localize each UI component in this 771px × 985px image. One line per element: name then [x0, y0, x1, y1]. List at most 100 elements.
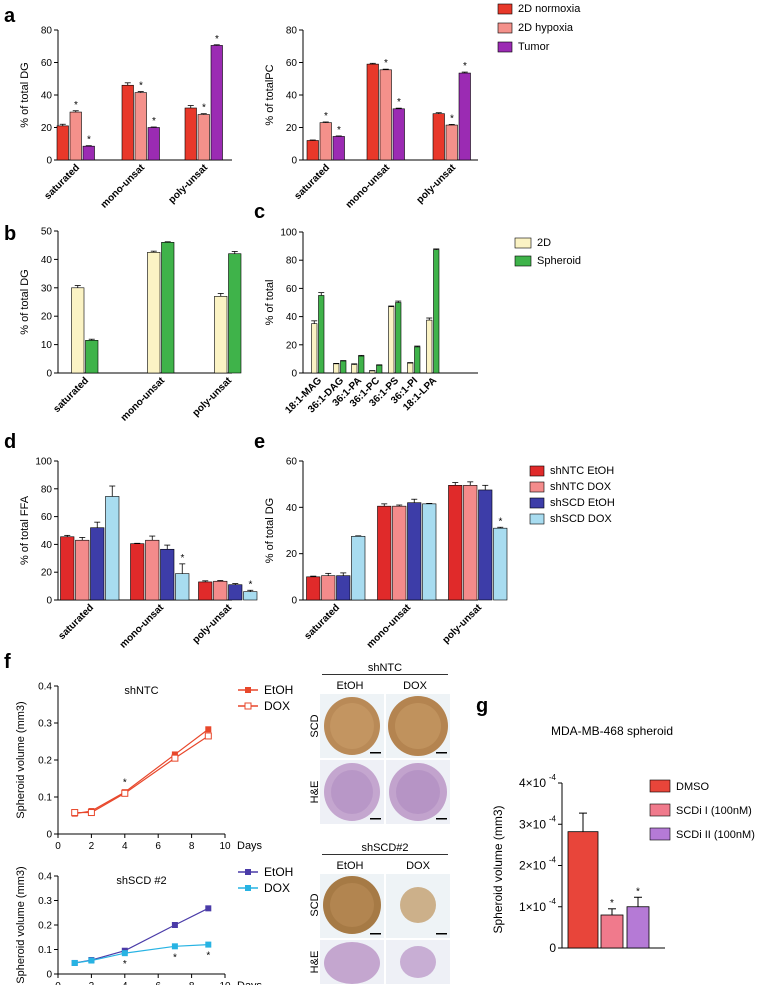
legend-g-label: SCDi I (100nM)	[676, 805, 752, 817]
bar	[376, 364, 383, 374]
x-tick-label: 0	[55, 981, 61, 985]
bar	[134, 92, 147, 161]
bar	[445, 124, 458, 161]
bar	[340, 360, 347, 374]
significance-star: *	[202, 103, 206, 114]
micrograph-spheroid	[400, 887, 436, 923]
bar	[358, 355, 365, 374]
y-axis-label: Spheroid volume (mm3)	[15, 701, 27, 818]
bar	[369, 370, 376, 374]
series-line	[74, 944, 209, 964]
y-tick-label: 0.4	[38, 682, 52, 693]
data-point	[71, 959, 78, 966]
x-tick-label: mono-unsat	[99, 162, 148, 211]
y-tick-label: 60	[286, 457, 298, 468]
y-tick-label: 80	[286, 26, 298, 37]
x-tick-label: 6	[155, 981, 161, 985]
bar	[392, 108, 405, 161]
y-tick-label: 40	[41, 540, 53, 551]
y-axis-label: % of total	[264, 280, 276, 326]
y-tick-label: 1×10	[519, 900, 546, 914]
y-tick-label: 0	[291, 596, 297, 607]
panel-label-a: a	[4, 5, 16, 27]
y-tick-label: 0	[46, 156, 52, 167]
bar	[332, 136, 345, 161]
bar	[448, 485, 463, 601]
y-tick-label: 80	[41, 484, 53, 495]
x-tick-label: saturated	[52, 375, 92, 415]
bar	[478, 489, 493, 601]
data-point	[204, 732, 212, 740]
micrograph-panel: shNTC EtOH DOX SCD H&E shSCD#2 EtOH DOX	[309, 662, 450, 984]
chart-title: shNTC	[124, 685, 158, 697]
data-point	[171, 943, 178, 950]
data-point	[205, 726, 212, 733]
x-tick-label: 8	[189, 981, 195, 985]
scale-bar	[370, 933, 381, 935]
legend-g-swatch	[649, 779, 671, 793]
legend-f1-marker	[244, 702, 252, 710]
y-tick-label: 60	[41, 58, 53, 69]
y-tick-label: 0.4	[38, 872, 52, 883]
y-axis-label: % of total DG	[19, 269, 31, 334]
y-tick-label: 40	[41, 91, 53, 102]
bar	[105, 496, 120, 601]
legend-a-swatch	[497, 41, 513, 53]
y-tick-exponent: -4	[549, 773, 557, 782]
bar	[198, 581, 213, 601]
data-point	[87, 809, 95, 817]
y-tick-label: 80	[41, 26, 53, 37]
significance-star: *	[463, 61, 467, 72]
x-tick-label: 2	[89, 841, 95, 852]
y-tick-label: 40	[286, 503, 298, 514]
x-axis-label: Days	[237, 980, 263, 985]
y-tick-label: 20	[41, 123, 53, 134]
y-tick-label: 0.2	[38, 756, 52, 767]
legend-a-swatch	[497, 22, 513, 34]
significance-star: *	[139, 81, 143, 92]
bar	[433, 249, 440, 374]
legend-g-swatch	[649, 803, 671, 817]
significance-star: *	[123, 777, 127, 788]
data-point	[121, 789, 129, 797]
y-tick-label: 4×10	[519, 776, 546, 790]
bar	[377, 505, 392, 601]
scale-bar	[436, 933, 447, 935]
y-tick-label: 3×10	[519, 817, 546, 831]
x-tick-label: 2	[89, 981, 95, 985]
y-tick-exponent: -4	[549, 814, 557, 823]
bar	[432, 113, 445, 161]
legend-a-label: 2D hypoxia	[518, 22, 574, 34]
x-tick-label: poly-unsat	[167, 162, 211, 206]
significance-star: *	[636, 886, 640, 897]
bar	[161, 242, 175, 374]
x-tick-label: poly-unsat	[191, 602, 235, 646]
legend-g-label: DMSO	[676, 781, 709, 793]
y-tick-label: 100	[280, 228, 297, 239]
y-tick-label: 50	[41, 227, 53, 238]
bar	[82, 145, 95, 161]
bar	[228, 584, 243, 601]
chart-b: 0 10 20 30 40 50 % of total DG saturated mono-un…	[19, 227, 242, 424]
bar	[318, 295, 325, 374]
bar	[379, 69, 392, 161]
y-tick-label: 2×10	[519, 859, 546, 873]
chart-title: MDA-MB-468 spheroid	[551, 724, 673, 738]
y-tick-label: 0	[46, 830, 52, 841]
chart-f2: 0 0.1 0.2 0.3 0.4 0 2 4 6 8 10 Days shSCD #2 Spheroid…	[15, 866, 263, 985]
scale-bar	[370, 818, 381, 820]
x-tick-label: 10	[219, 981, 231, 985]
x-tick-label: mono-unsat	[344, 162, 393, 211]
x-tick-label: 6	[155, 841, 161, 852]
series-line	[74, 735, 209, 814]
y-tick-label: 40	[41, 255, 53, 266]
panel-label-b: b	[4, 223, 16, 245]
x-tick-label: saturated	[43, 162, 83, 202]
significance-star: *	[87, 135, 91, 146]
significance-star: *	[123, 959, 127, 970]
panel-label-d: d	[4, 431, 16, 453]
y-axis-label: % of total DG	[264, 498, 276, 563]
y-tick-exponent: -4	[549, 856, 557, 865]
